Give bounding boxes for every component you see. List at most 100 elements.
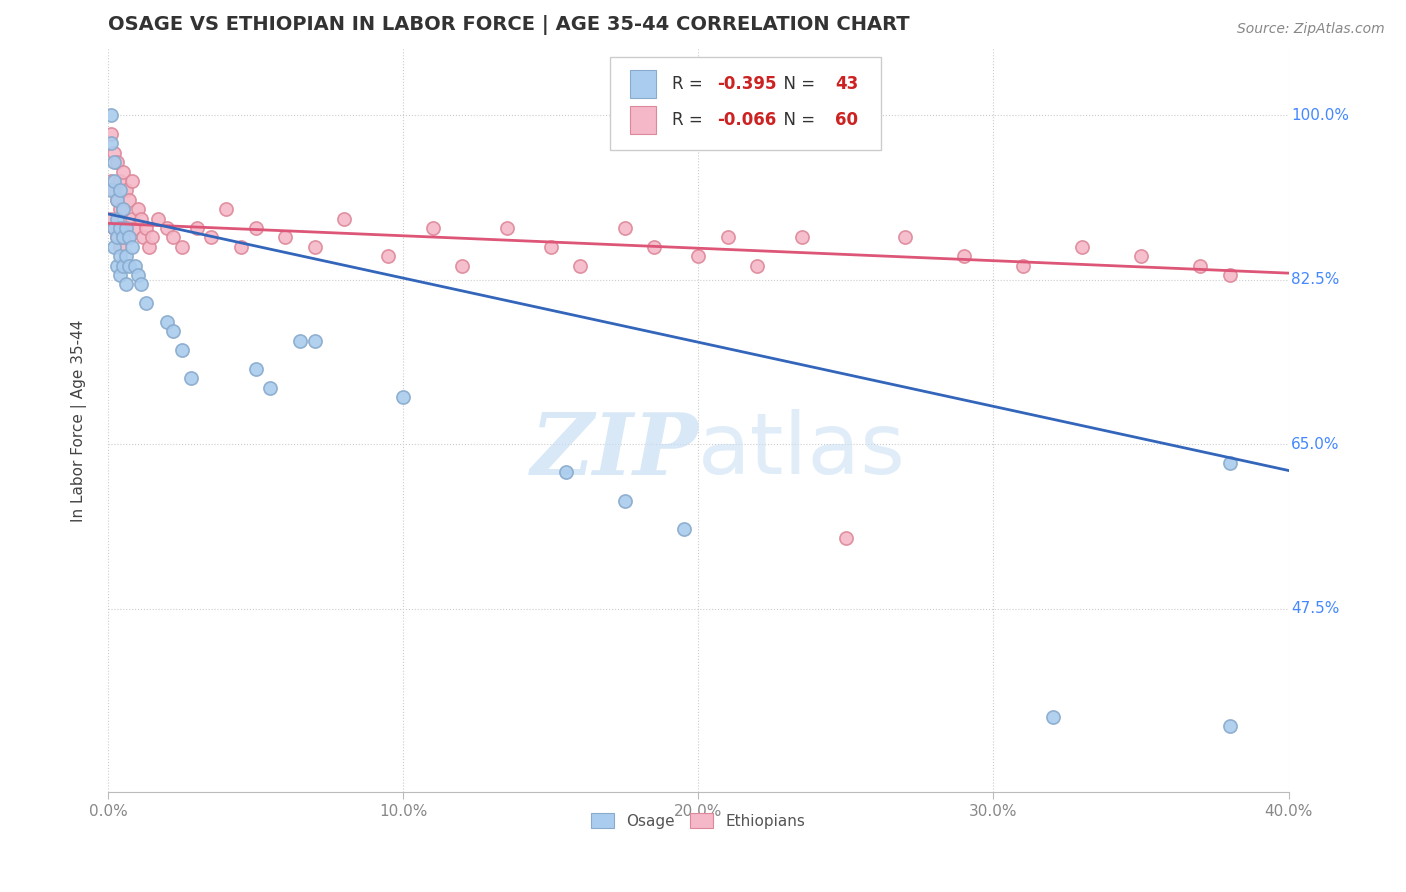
Point: [105, 211, 128, 226]
Point: [156, 315, 179, 329]
Point: [121, 211, 143, 226]
Point: [108, 174, 131, 188]
Point: [114, 249, 136, 263]
Point: [747, 259, 769, 273]
Point: [148, 211, 170, 226]
Point: [451, 259, 474, 273]
Point: [422, 221, 444, 235]
Text: N =: N =: [773, 111, 820, 129]
Point: [672, 522, 695, 536]
Point: [1219, 456, 1241, 470]
Point: [377, 249, 399, 263]
Text: -0.066: -0.066: [717, 111, 776, 129]
Point: [274, 230, 297, 244]
Point: [103, 221, 125, 235]
Point: [118, 230, 141, 244]
Point: [105, 193, 128, 207]
Point: [180, 371, 202, 385]
Point: [103, 155, 125, 169]
Point: [894, 230, 917, 244]
Text: -0.395: -0.395: [717, 75, 776, 94]
Point: [229, 240, 252, 254]
Point: [111, 164, 134, 178]
Point: [103, 221, 125, 235]
Point: [121, 240, 143, 254]
Point: [111, 230, 134, 244]
Point: [124, 221, 146, 235]
Point: [127, 268, 149, 282]
Point: [124, 259, 146, 273]
Point: [129, 211, 152, 226]
Point: [114, 277, 136, 292]
Text: N =: N =: [773, 75, 820, 94]
Text: 60: 60: [835, 111, 858, 129]
Point: [540, 240, 562, 254]
Point: [118, 193, 141, 207]
Point: [105, 230, 128, 244]
Point: [100, 108, 122, 122]
Point: [118, 259, 141, 273]
Point: [392, 390, 415, 404]
Legend: Osage, Ethiopians: Osage, Ethiopians: [583, 805, 813, 837]
Point: [108, 183, 131, 197]
Point: [688, 249, 710, 263]
Point: [186, 221, 208, 235]
Text: R =: R =: [672, 111, 709, 129]
Text: 43: 43: [835, 75, 859, 94]
Point: [554, 466, 576, 480]
Point: [111, 202, 134, 217]
Point: [121, 174, 143, 188]
Point: [835, 531, 858, 545]
Point: [495, 221, 517, 235]
Point: [304, 240, 326, 254]
Point: [111, 259, 134, 273]
Point: [111, 202, 134, 217]
Point: [105, 230, 128, 244]
Point: [569, 259, 592, 273]
Point: [333, 211, 356, 226]
Point: [114, 183, 136, 197]
Point: [170, 240, 193, 254]
Text: R =: R =: [672, 75, 709, 94]
Point: [162, 325, 184, 339]
Point: [118, 230, 141, 244]
Point: [1219, 719, 1241, 733]
Point: [141, 230, 163, 244]
FancyBboxPatch shape: [630, 70, 655, 98]
Point: [790, 230, 813, 244]
Point: [200, 230, 222, 244]
Point: [162, 230, 184, 244]
Point: [132, 230, 155, 244]
Text: atlas: atlas: [699, 409, 907, 491]
Point: [127, 202, 149, 217]
Point: [105, 193, 128, 207]
FancyBboxPatch shape: [630, 106, 655, 134]
Text: 100.0%: 100.0%: [1291, 108, 1348, 123]
Point: [156, 221, 179, 235]
Point: [108, 249, 131, 263]
Text: ZIP: ZIP: [530, 409, 699, 492]
Point: [643, 240, 665, 254]
Point: [108, 240, 131, 254]
Point: [717, 230, 740, 244]
Point: [100, 211, 122, 226]
Point: [613, 221, 636, 235]
Point: [135, 296, 157, 310]
Point: [245, 221, 267, 235]
Point: [138, 240, 160, 254]
Text: OSAGE VS ETHIOPIAN IN LABOR FORCE | AGE 35-44 CORRELATION CHART: OSAGE VS ETHIOPIAN IN LABOR FORCE | AGE …: [108, 15, 910, 35]
Point: [288, 334, 311, 348]
Point: [1219, 268, 1241, 282]
Point: [103, 240, 125, 254]
Text: 65.0%: 65.0%: [1291, 437, 1340, 451]
Point: [108, 202, 131, 217]
Point: [129, 277, 152, 292]
Point: [103, 183, 125, 197]
Text: 47.5%: 47.5%: [1291, 601, 1340, 616]
Text: 82.5%: 82.5%: [1291, 272, 1340, 287]
Point: [613, 493, 636, 508]
Point: [259, 381, 281, 395]
Point: [108, 221, 131, 235]
Point: [105, 155, 128, 169]
Y-axis label: In Labor Force | Age 35-44: In Labor Force | Age 35-44: [72, 319, 87, 522]
